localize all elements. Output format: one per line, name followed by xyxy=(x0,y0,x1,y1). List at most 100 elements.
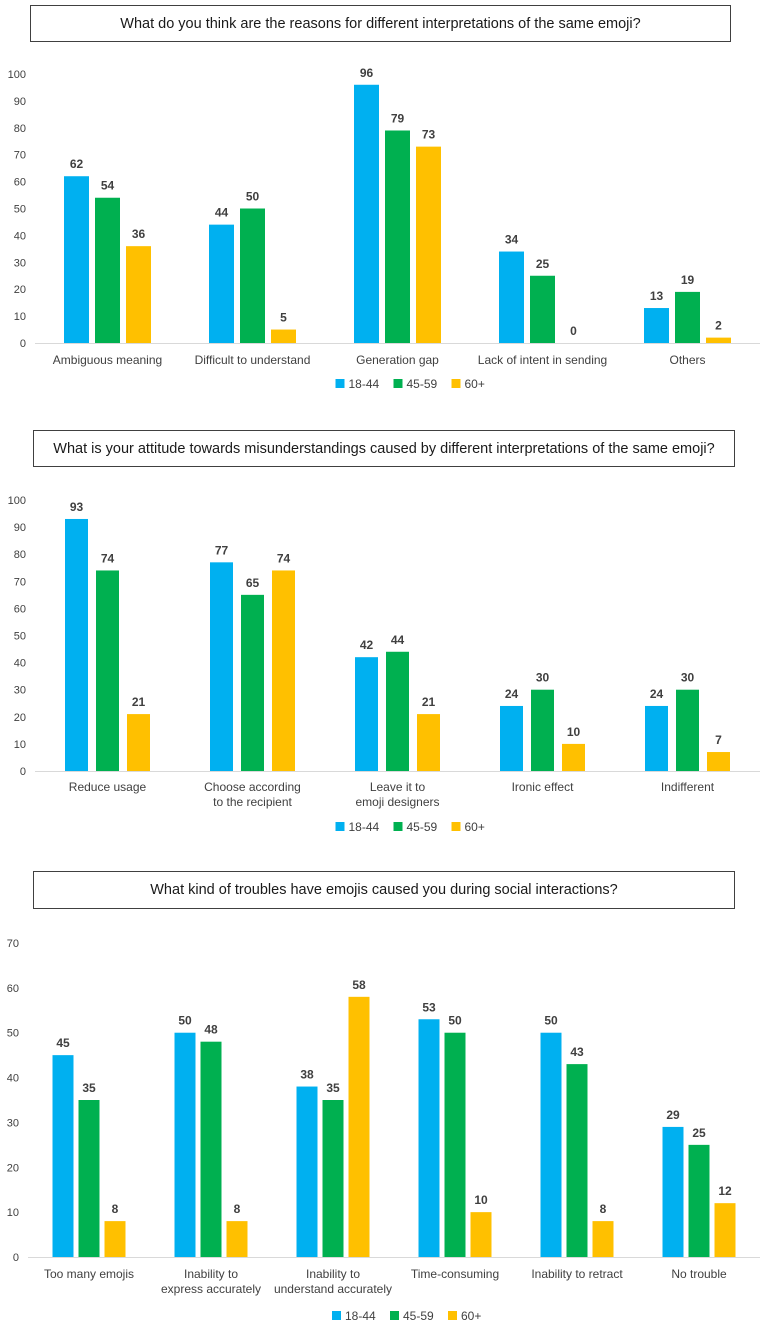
data-label: 25 xyxy=(692,1126,706,1140)
bar-18-44 xyxy=(355,657,378,771)
y-tick-label: 10 xyxy=(7,1207,19,1219)
y-tick-label: 90 xyxy=(14,522,26,534)
data-label: 36 xyxy=(132,227,146,241)
data-label: 8 xyxy=(112,1202,119,1216)
data-label: 50 xyxy=(178,1014,192,1028)
data-label: 10 xyxy=(474,1193,488,1207)
bar-60+ xyxy=(707,752,730,771)
data-label: 43 xyxy=(570,1045,584,1059)
data-label: 62 xyxy=(70,157,84,171)
legend-swatch-60+ xyxy=(451,379,461,388)
data-label: 44 xyxy=(391,633,405,647)
y-tick-label: 20 xyxy=(14,284,26,296)
data-label: 25 xyxy=(536,257,550,271)
data-label: 34 xyxy=(505,233,519,247)
bar-45-59 xyxy=(96,570,119,771)
category-label: No trouble xyxy=(671,1267,727,1281)
bar-45-59 xyxy=(386,651,409,771)
bar-60+ xyxy=(706,337,731,343)
data-label: 38 xyxy=(300,1068,314,1082)
category-label: Inability to xyxy=(306,1267,360,1281)
data-label: 8 xyxy=(234,1202,241,1216)
y-tick-label: 0 xyxy=(13,1252,19,1264)
y-tick-label: 0 xyxy=(20,338,26,350)
legend-label: 18-44 xyxy=(345,1309,376,1323)
data-label: 10 xyxy=(567,725,581,739)
bar-60+ xyxy=(127,714,150,771)
bar-60+ xyxy=(126,246,151,343)
chart-3: 0 10 20 30 40 50 60 70 Too many emojis 45 35 8 Inabi… xyxy=(7,938,760,1323)
legend-swatch-18-44 xyxy=(332,1311,341,1320)
data-label: 93 xyxy=(70,500,84,514)
category-label: Difficult to understand xyxy=(195,353,311,367)
data-label: 30 xyxy=(536,671,550,685)
data-label: 48 xyxy=(204,1023,218,1037)
legend-swatch-45-59 xyxy=(393,379,403,388)
bar-45-59 xyxy=(566,1064,588,1257)
data-label: 35 xyxy=(326,1081,340,1095)
legend-label: 60+ xyxy=(461,1309,481,1323)
bar-45-59 xyxy=(688,1144,710,1257)
legend-swatch-18-44 xyxy=(335,822,345,831)
data-label: 53 xyxy=(422,1000,436,1014)
bar-45-59 xyxy=(200,1041,222,1257)
y-tick-label: 100 xyxy=(8,69,26,81)
bar-60+ xyxy=(562,743,585,771)
y-tick-label: 0 xyxy=(20,766,26,778)
data-label: 35 xyxy=(82,1081,96,1095)
legend-label: 60+ xyxy=(465,820,485,834)
bar-45-59 xyxy=(241,594,264,771)
data-label: 5 xyxy=(280,311,287,325)
category-label: to the recipient xyxy=(213,795,292,809)
bar-18-44 xyxy=(210,562,233,771)
y-tick-label: 30 xyxy=(7,1117,19,1129)
category-label: Inability to xyxy=(184,1267,238,1281)
data-label: 8 xyxy=(600,1202,607,1216)
bar-60+ xyxy=(348,996,370,1257)
data-label: 0 xyxy=(570,324,577,338)
y-tick-label: 40 xyxy=(14,658,26,670)
category-label: Leave it to xyxy=(370,780,426,794)
chart-3-title: What kind of troubles have emojis caused… xyxy=(33,871,735,909)
bar-45-59 xyxy=(322,1100,344,1257)
data-label: 44 xyxy=(215,206,229,220)
data-label: 74 xyxy=(277,551,291,565)
y-tick-label: 70 xyxy=(14,576,26,588)
y-tick-label: 60 xyxy=(14,177,26,189)
y-tick-label: 80 xyxy=(14,549,26,561)
data-label: 54 xyxy=(101,179,115,193)
data-label: 50 xyxy=(246,190,260,204)
category-label: Too many emojis xyxy=(44,1267,134,1281)
data-label: 30 xyxy=(681,671,695,685)
data-label: 2 xyxy=(715,319,722,333)
bar-60+ xyxy=(271,329,296,343)
data-label: 65 xyxy=(246,576,260,590)
bar-18-44 xyxy=(499,251,524,343)
y-tick-label: 50 xyxy=(7,1028,19,1040)
category-label: Reduce usage xyxy=(69,780,147,794)
legend-swatch-60+ xyxy=(448,1311,457,1320)
bar-60+ xyxy=(592,1221,614,1257)
legend-swatch-18-44 xyxy=(335,379,345,388)
y-tick-label: 60 xyxy=(7,983,19,995)
legend-label: 60+ xyxy=(465,377,485,391)
data-label: 77 xyxy=(215,543,229,557)
y-tick-label: 50 xyxy=(14,204,26,216)
bar-60+ xyxy=(416,146,441,343)
bar-45-59 xyxy=(676,689,699,771)
data-label: 29 xyxy=(666,1108,680,1122)
bar-60+ xyxy=(272,570,295,771)
data-label: 7 xyxy=(715,733,722,747)
category-label: Generation gap xyxy=(356,353,439,367)
y-tick-label: 70 xyxy=(7,938,19,950)
data-label: 42 xyxy=(360,638,374,652)
data-label: 21 xyxy=(422,695,436,709)
data-label: 13 xyxy=(650,289,664,303)
category-label: understand accurately xyxy=(274,1282,392,1296)
bar-45-59 xyxy=(78,1100,100,1257)
legend-swatch-45-59 xyxy=(393,822,403,831)
category-label: Ironic effect xyxy=(512,780,574,794)
y-tick-label: 40 xyxy=(7,1073,19,1085)
y-tick-label: 20 xyxy=(7,1162,19,1174)
